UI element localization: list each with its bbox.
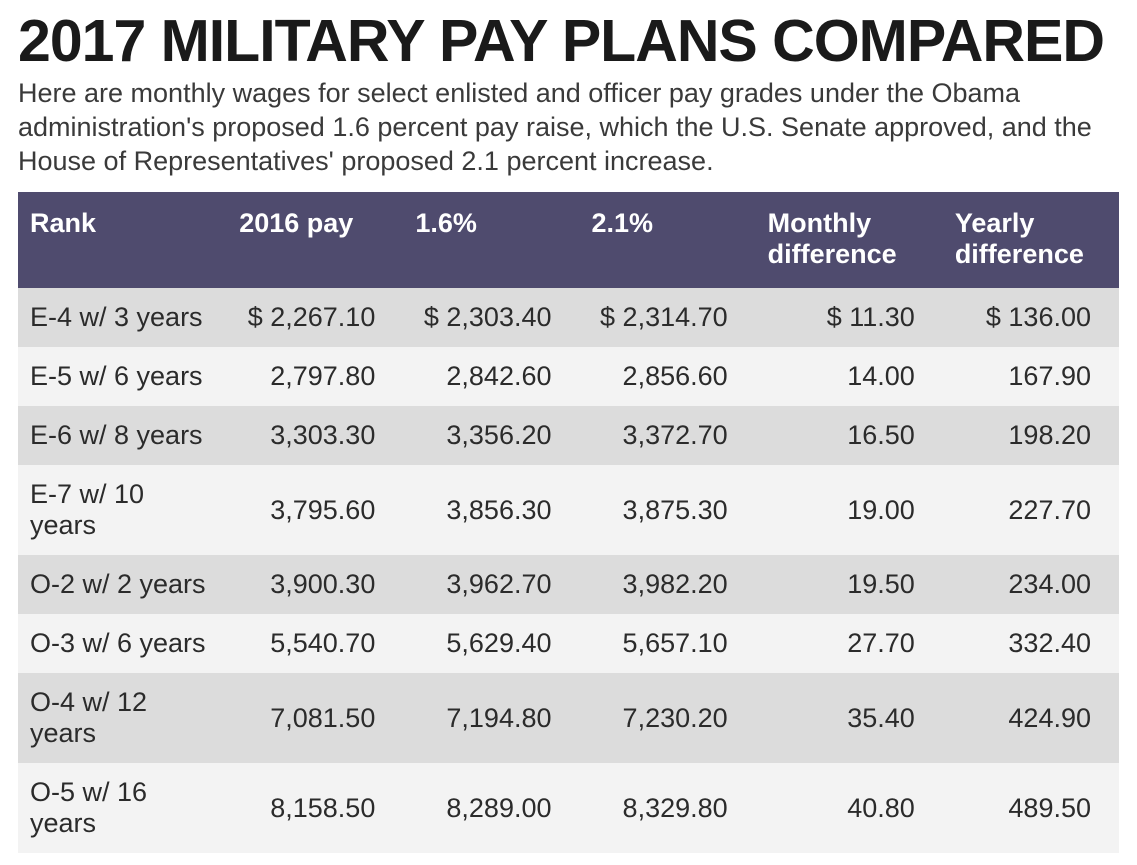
cell-2016pay: 3,900.30 [227, 555, 403, 614]
cell-rank: O-3 w/ 6 years [18, 614, 227, 673]
cell-rank: O-4 w/ 12 years [18, 673, 227, 763]
col-header-rank: Rank [18, 192, 227, 288]
table-row: O-3 w/ 6 years 5,540.70 5,629.40 5,657.1… [18, 614, 1119, 673]
cell-16pct: 3,962.70 [403, 555, 579, 614]
table-row: O-5 w/ 16 years 8,158.50 8,289.00 8,329.… [18, 763, 1119, 853]
cell-rank: E-6 w/ 8 years [18, 406, 227, 465]
cell-16pct: 3,356.20 [403, 406, 579, 465]
cell-16pct: 3,856.30 [403, 465, 579, 555]
cell-21pct: 5,657.10 [580, 614, 756, 673]
cell-21pct: 3,372.70 [580, 406, 756, 465]
cell-monthly-diff: 14.00 [756, 347, 943, 406]
cell-2016pay: 8,158.50 [227, 763, 403, 853]
cell-2016pay: 3,303.30 [227, 406, 403, 465]
col-header-yearly-diff: Yearlydifference [943, 192, 1119, 288]
cell-rank: E-4 w/ 3 years [18, 288, 227, 347]
col-header-monthly-diff: Monthlydifference [756, 192, 943, 288]
cell-monthly-diff: 40.80 [756, 763, 943, 853]
table-row: E-4 w/ 3 years $ 2,267.10 $ 2,303.40 $ 2… [18, 288, 1119, 347]
cell-rank: E-7 w/ 10 years [18, 465, 227, 555]
table-row: O-4 w/ 12 years 7,081.50 7,194.80 7,230.… [18, 673, 1119, 763]
pay-table: Rank 2016 pay 1.6% 2.1% Monthlydifferenc… [18, 192, 1119, 853]
col-header-21pct: 2.1% [580, 192, 756, 288]
table-body: E-4 w/ 3 years $ 2,267.10 $ 2,303.40 $ 2… [18, 288, 1119, 853]
cell-monthly-diff: 19.00 [756, 465, 943, 555]
cell-yearly-diff: $ 136.00 [943, 288, 1119, 347]
cell-2016pay: 3,795.60 [227, 465, 403, 555]
cell-rank: O-2 w/ 2 years [18, 555, 227, 614]
col-header-2016pay: 2016 pay [227, 192, 403, 288]
cell-rank: O-5 w/ 16 years [18, 763, 227, 853]
cell-21pct: 8,329.80 [580, 763, 756, 853]
page-title: 2017 MILITARY PAY PLANS COMPARED [18, 12, 1119, 71]
cell-yearly-diff: 489.50 [943, 763, 1119, 853]
cell-yearly-diff: 167.90 [943, 347, 1119, 406]
cell-yearly-diff: 227.70 [943, 465, 1119, 555]
cell-2016pay: $ 2,267.10 [227, 288, 403, 347]
col-header-16pct: 1.6% [403, 192, 579, 288]
cell-21pct: 3,875.30 [580, 465, 756, 555]
cell-16pct: 5,629.40 [403, 614, 579, 673]
cell-21pct: $ 2,314.70 [580, 288, 756, 347]
table-row: E-6 w/ 8 years 3,303.30 3,356.20 3,372.7… [18, 406, 1119, 465]
cell-yearly-diff: 234.00 [943, 555, 1119, 614]
cell-21pct: 7,230.20 [580, 673, 756, 763]
cell-rank: E-5 w/ 6 years [18, 347, 227, 406]
cell-monthly-diff: 19.50 [756, 555, 943, 614]
table-row: E-7 w/ 10 years 3,795.60 3,856.30 3,875.… [18, 465, 1119, 555]
cell-monthly-diff: 16.50 [756, 406, 943, 465]
cell-16pct: 8,289.00 [403, 763, 579, 853]
cell-2016pay: 5,540.70 [227, 614, 403, 673]
table-header-row: Rank 2016 pay 1.6% 2.1% Monthlydifferenc… [18, 192, 1119, 288]
cell-16pct: 2,842.60 [403, 347, 579, 406]
cell-21pct: 3,982.20 [580, 555, 756, 614]
cell-monthly-diff: $ 11.30 [756, 288, 943, 347]
table-row: E-5 w/ 6 years 2,797.80 2,842.60 2,856.6… [18, 347, 1119, 406]
cell-21pct: 2,856.60 [580, 347, 756, 406]
page-subtitle: Here are monthly wages for select enlist… [18, 77, 1119, 178]
cell-2016pay: 7,081.50 [227, 673, 403, 763]
cell-2016pay: 2,797.80 [227, 347, 403, 406]
cell-monthly-diff: 27.70 [756, 614, 943, 673]
cell-yearly-diff: 198.20 [943, 406, 1119, 465]
table-row: O-2 w/ 2 years 3,900.30 3,962.70 3,982.2… [18, 555, 1119, 614]
cell-16pct: 7,194.80 [403, 673, 579, 763]
cell-yearly-diff: 424.90 [943, 673, 1119, 763]
cell-monthly-diff: 35.40 [756, 673, 943, 763]
cell-16pct: $ 2,303.40 [403, 288, 579, 347]
cell-yearly-diff: 332.40 [943, 614, 1119, 673]
